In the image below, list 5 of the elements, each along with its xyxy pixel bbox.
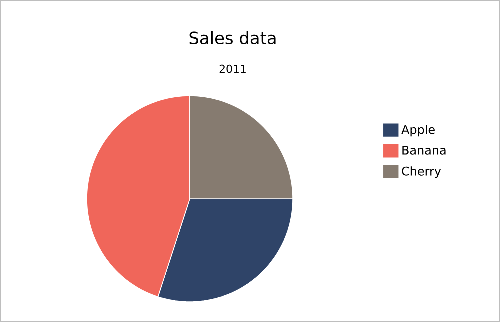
chart-subtitle: 2011 [220, 64, 246, 74]
chart-title: Sales data [190, 31, 276, 45]
legend-label: Apple [402, 125, 435, 137]
legend-label: Cherry [402, 166, 442, 178]
legend-label: Banana [402, 146, 446, 155]
